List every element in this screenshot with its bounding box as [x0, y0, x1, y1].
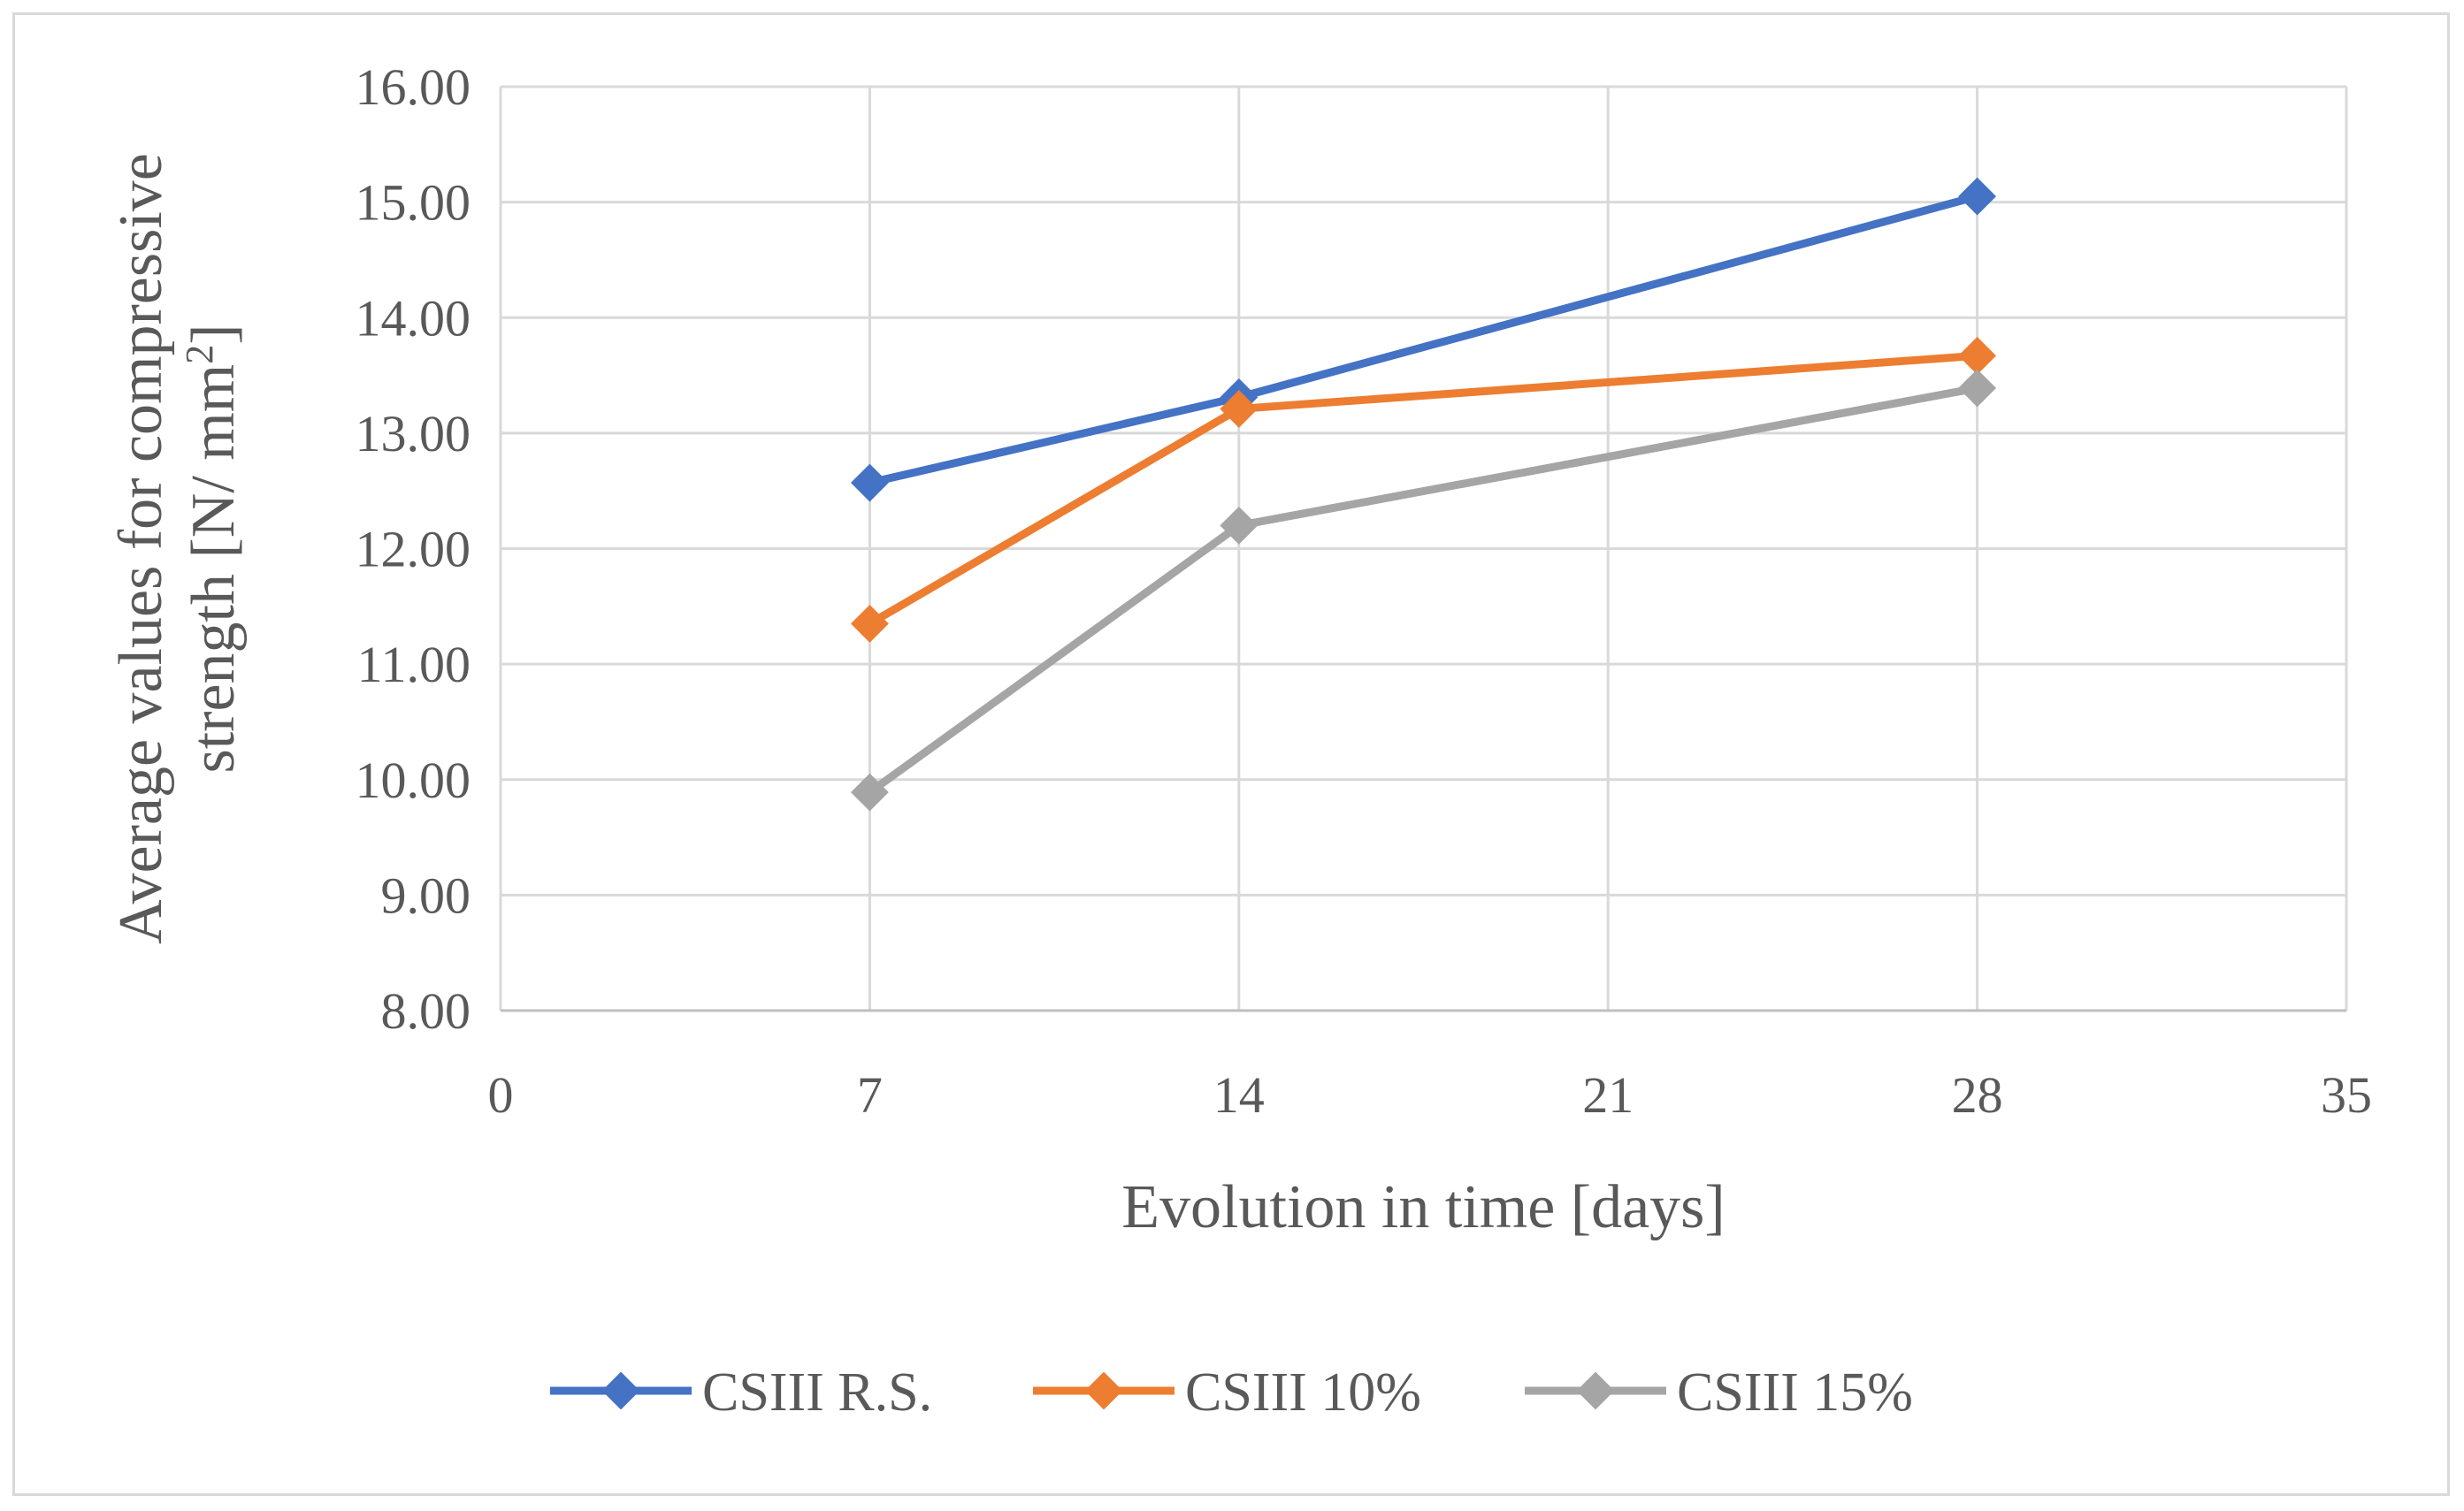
y-axis-title: Average values for compressive strength …	[107, 153, 248, 944]
y-tick-label: 14.00	[356, 289, 471, 347]
series-1	[850, 177, 1997, 502]
series-group	[850, 177, 1997, 812]
y-axis-title-line-2-text: strength [N/ mm	[180, 364, 248, 774]
legend: CSIII R.S. CSIII 10% CSIII 15%	[550, 1362, 1913, 1423]
y-tick-label: 13.00	[356, 405, 471, 462]
data-point-marker	[850, 773, 889, 812]
data-point-marker	[1220, 390, 1259, 428]
data-point-marker	[1958, 369, 1997, 408]
x-axis-title: Evolution in time [days]	[1121, 1173, 1725, 1241]
series-line	[865, 384, 1982, 797]
legend-swatch-marker	[601, 1371, 640, 1410]
x-tick-label: 0	[488, 1066, 514, 1124]
y-tick-label: 9.00	[381, 866, 471, 924]
y-axis-title-suffix: ]	[180, 324, 248, 344]
tick-labels: 8.00 9.00 10.00 11.00 12.00 13.00 14.00 15.00 16…	[356, 58, 2373, 1124]
data-point-marker	[1958, 177, 1997, 216]
x-tick-label: 28	[1952, 1066, 2003, 1124]
y-axis-title-line-2: strength [N/ mm2]	[178, 324, 248, 773]
x-tick-label: 35	[2321, 1066, 2372, 1124]
legend-item: CSIII 10%	[1033, 1362, 1421, 1423]
series-line	[865, 192, 1982, 487]
data-point-marker	[1958, 336, 1997, 375]
data-point-marker	[850, 604, 889, 643]
y-tick-label: 12.00	[356, 521, 471, 578]
y-axis-title-line-1: Average values for compressive	[107, 153, 175, 944]
y-tick-label: 10.00	[356, 752, 471, 809]
legend-item: CSIII 15%	[1525, 1362, 1913, 1423]
chart-container	[12, 12, 2450, 1496]
data-point-marker	[850, 463, 889, 502]
x-tick-label: 14	[1213, 1066, 1265, 1124]
y-tick-label: 16.00	[356, 58, 471, 116]
series-3	[850, 369, 1997, 812]
y-tick-label: 11.00	[357, 636, 471, 693]
legend-label: CSIII R.S.	[702, 1362, 932, 1423]
legend-label: CSIII 15%	[1677, 1362, 1913, 1423]
y-axis-title-superscript: 2	[178, 345, 221, 364]
y-tick-label: 15.00	[356, 174, 471, 232]
gridlines	[499, 85, 2348, 1012]
legend-label: CSIII 10%	[1185, 1362, 1421, 1423]
legend-swatch-marker	[1084, 1371, 1123, 1410]
legend-item: CSIII R.S.	[550, 1362, 932, 1423]
x-tick-label: 21	[1582, 1066, 1634, 1124]
y-tick-label: 8.00	[381, 982, 471, 1040]
data-point-marker	[1220, 506, 1259, 545]
x-tick-label: 7	[857, 1066, 883, 1124]
legend-swatch-marker	[1576, 1371, 1615, 1410]
